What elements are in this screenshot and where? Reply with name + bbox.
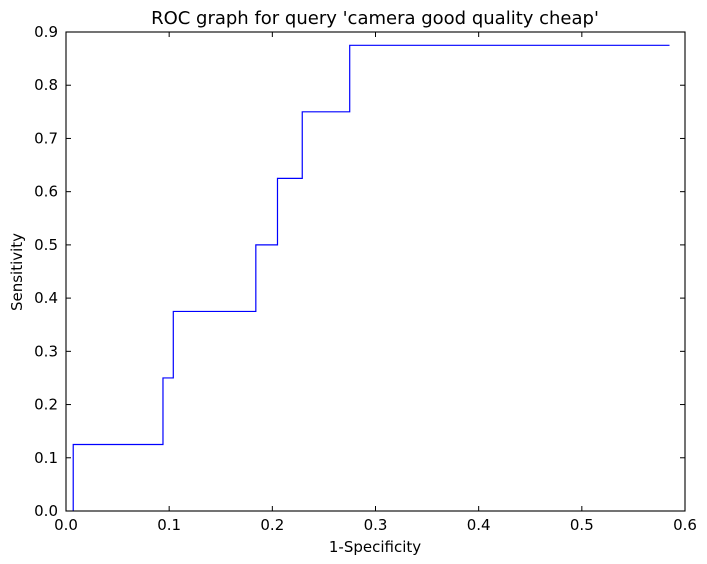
- chart-title: ROC graph for query 'camera good quality…: [151, 8, 599, 29]
- x-tick-label: 0.3: [364, 516, 388, 534]
- x-tick-label: 0.5: [570, 516, 594, 534]
- y-tick-label: 0.3: [34, 342, 58, 360]
- y-tick-label: 0.6: [34, 183, 58, 201]
- x-tick-label: 0.6: [673, 516, 697, 534]
- x-tick-label: 0.0: [54, 516, 78, 534]
- y-tick-label: 0.9: [34, 23, 58, 41]
- y-tick-label: 0.7: [34, 129, 58, 147]
- plot-area: 0.0 0.1 0.2 0.3 0.4 0.5 0.6 0.0 0.1 0.2 0.3 0.4 0.5 0…: [34, 23, 697, 534]
- y-tick-label: 0.5: [34, 236, 58, 254]
- x-tick-label: 0.4: [467, 516, 491, 534]
- y-tick-label: 0.4: [34, 289, 58, 307]
- y-tick-label: 0.1: [34, 449, 58, 467]
- y-tick-label: 0.2: [34, 396, 58, 414]
- y-tick-label: 0.8: [34, 76, 58, 94]
- x-axis-label: 1-Specificity: [329, 538, 421, 556]
- x-tick-label: 0.1: [157, 516, 181, 534]
- y-tick-label: 0.0: [34, 502, 58, 520]
- roc-curve-line-0: [72, 44, 670, 511]
- y-axis-label: Sensitivity: [8, 233, 26, 311]
- x-tick-label: 0.2: [260, 516, 284, 534]
